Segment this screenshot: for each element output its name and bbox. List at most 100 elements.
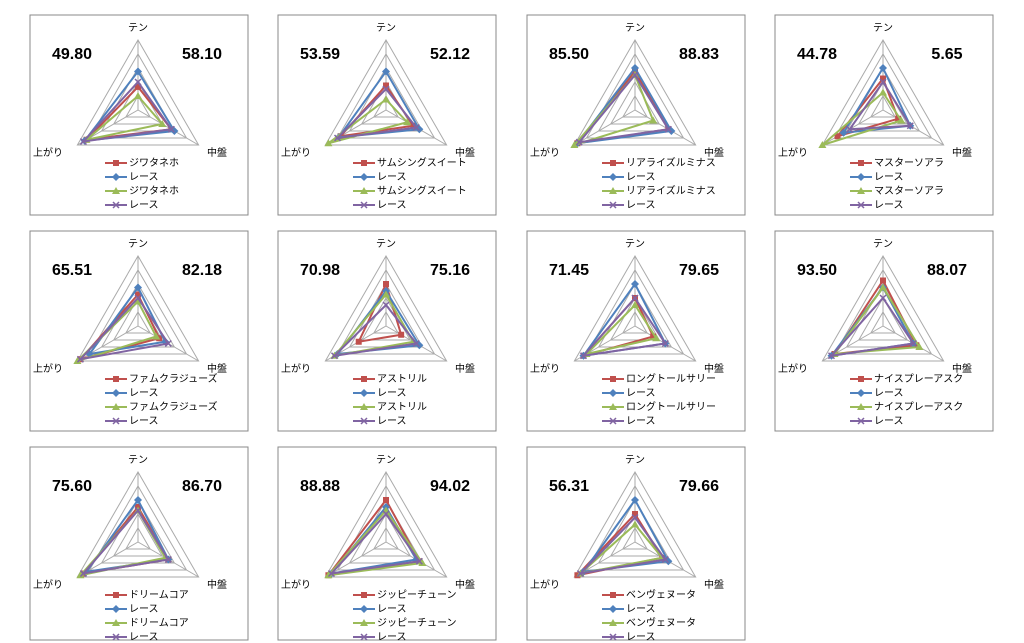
ring xyxy=(76,255,200,362)
ring xyxy=(125,527,151,550)
legend-label: マスターソアラ xyxy=(874,157,944,169)
marker xyxy=(609,403,617,410)
marker xyxy=(361,160,367,166)
marker-x xyxy=(631,294,639,302)
ring xyxy=(573,470,697,578)
legend-label: ジッピーチューン xyxy=(377,589,457,601)
axis-label: 中盤 xyxy=(704,362,724,375)
legend-label: ベンヴェヌータ xyxy=(626,588,696,601)
marker xyxy=(650,333,657,340)
annotation: 65.51 xyxy=(52,262,92,279)
marker-x xyxy=(382,301,390,309)
ring xyxy=(870,94,896,118)
annotation: 53.59 xyxy=(300,46,340,63)
marker-x xyxy=(857,417,865,425)
marker xyxy=(112,605,120,613)
marker xyxy=(330,352,339,360)
marker xyxy=(879,88,887,96)
marker xyxy=(79,137,87,146)
series-line xyxy=(325,508,425,577)
marker xyxy=(361,592,367,598)
legend-label: リアライズルミナス xyxy=(626,156,716,169)
legend-label: レース xyxy=(377,632,407,643)
marker-x xyxy=(112,633,120,641)
series-line xyxy=(828,296,916,358)
marker xyxy=(906,122,914,130)
series-line xyxy=(580,296,668,358)
marker xyxy=(113,376,119,382)
marker xyxy=(134,67,142,76)
marker xyxy=(112,173,120,181)
axis-label: 中盤 xyxy=(704,146,724,159)
marker-x xyxy=(382,510,390,518)
axis-label: 上がり xyxy=(33,146,63,159)
legend-label: ジワタネホ xyxy=(129,185,179,197)
legend-label: ロングトールサリー xyxy=(626,372,716,385)
annotation: 75.16 xyxy=(430,262,470,279)
marker xyxy=(112,619,120,626)
marker xyxy=(609,633,617,641)
marker xyxy=(858,376,864,382)
annotation: 93.50 xyxy=(797,262,837,279)
series-line xyxy=(334,87,419,140)
marker xyxy=(609,417,617,425)
ring xyxy=(336,485,436,571)
axis-label: 上がり xyxy=(778,362,808,375)
marker xyxy=(661,555,669,564)
marker-x xyxy=(412,339,420,348)
series-line xyxy=(841,65,912,134)
marker-x xyxy=(360,633,368,641)
marker xyxy=(631,301,639,308)
legend-label: レース xyxy=(874,388,904,399)
marker xyxy=(113,160,119,166)
legend-label: レース xyxy=(129,200,159,211)
ring xyxy=(573,38,697,146)
series-line xyxy=(328,512,422,575)
legend-label: ファムクラジューズ xyxy=(129,400,218,413)
legend-label: ドリームコア xyxy=(129,617,189,629)
series-line xyxy=(832,285,922,356)
marker-x xyxy=(631,513,639,522)
ring xyxy=(857,297,909,341)
ring xyxy=(88,52,188,139)
legend-label: ベンヴェヌータ xyxy=(626,616,696,629)
marker xyxy=(632,511,638,517)
axis-label: 中盤 xyxy=(455,578,475,591)
marker xyxy=(834,133,841,140)
marker xyxy=(382,85,390,93)
legend-label: アストリル xyxy=(377,374,427,385)
legend-label: ジワタネホ xyxy=(129,157,179,169)
marker xyxy=(382,67,390,76)
ring xyxy=(125,95,151,118)
marker xyxy=(112,389,120,397)
annotation: 88.83 xyxy=(679,46,719,63)
marker xyxy=(382,95,390,103)
axis-label: テン xyxy=(376,23,396,34)
annotation: 86.70 xyxy=(182,478,222,495)
marker xyxy=(576,569,584,578)
marker xyxy=(897,116,906,124)
marker-x xyxy=(857,201,865,209)
panel-border xyxy=(277,446,497,641)
marker xyxy=(360,173,368,181)
annotation: 94.02 xyxy=(430,478,470,495)
marker-x xyxy=(76,355,84,363)
legend-label: レース xyxy=(626,388,656,399)
series-line xyxy=(87,285,167,356)
legend-label: ナイスプレーアスク xyxy=(874,401,963,413)
legend-label: レース xyxy=(129,172,159,183)
marker-x xyxy=(609,633,617,641)
annotation: 52.12 xyxy=(430,46,470,63)
marker xyxy=(158,120,167,127)
ring xyxy=(324,254,448,362)
ring xyxy=(821,38,945,146)
legend-label: ロングトールサリー xyxy=(626,400,716,413)
axis-label: 上がり xyxy=(530,578,560,591)
axis-label: 中盤 xyxy=(455,362,475,375)
axis-label: 上がり xyxy=(530,362,560,375)
ring xyxy=(585,53,685,139)
ring xyxy=(360,513,412,557)
marker xyxy=(403,118,412,126)
